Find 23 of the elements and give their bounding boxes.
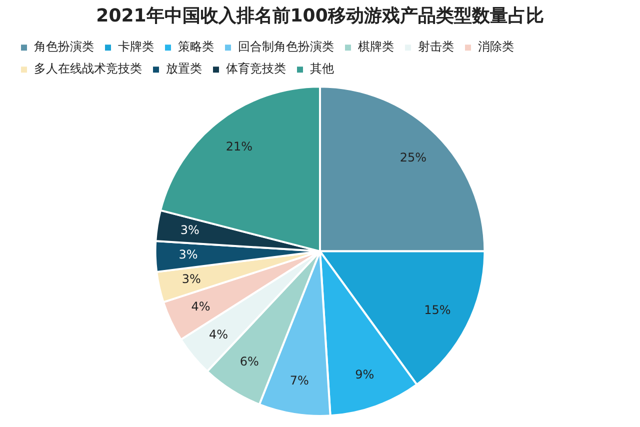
chart-title: 2021年中国收入排名前100移动游戏产品类型数量占比	[96, 5, 544, 26]
data-label: 7%	[290, 374, 309, 388]
data-label: 9%	[355, 367, 374, 382]
legend-label: 卡牌类	[118, 40, 154, 54]
legend-label: 其他	[310, 62, 334, 76]
data-label: 3%	[180, 222, 200, 237]
legend-label: 多人在线战术竞技类	[34, 62, 142, 76]
legend-label: 消除类	[478, 40, 514, 54]
data-label: 6%	[240, 354, 259, 369]
data-label: 21%	[226, 139, 253, 154]
data-label: 4%	[191, 300, 210, 314]
legend-label: 体育竞技类	[226, 62, 286, 76]
data-label: 4%	[208, 327, 228, 342]
legend-label: 角色扮演类	[34, 40, 94, 54]
legend-label: 棋牌类	[358, 40, 394, 54]
data-label: 25%	[400, 150, 427, 164]
data-label: 3%	[182, 272, 201, 286]
legend-label: 放置类	[166, 62, 202, 76]
data-label: 3%	[178, 248, 198, 262]
legend-label: 射击类	[418, 40, 454, 54]
data-label: 15%	[424, 303, 451, 318]
legend-label: 回合制角色扮演类	[238, 40, 334, 54]
legend-label: 策略类	[178, 40, 214, 54]
